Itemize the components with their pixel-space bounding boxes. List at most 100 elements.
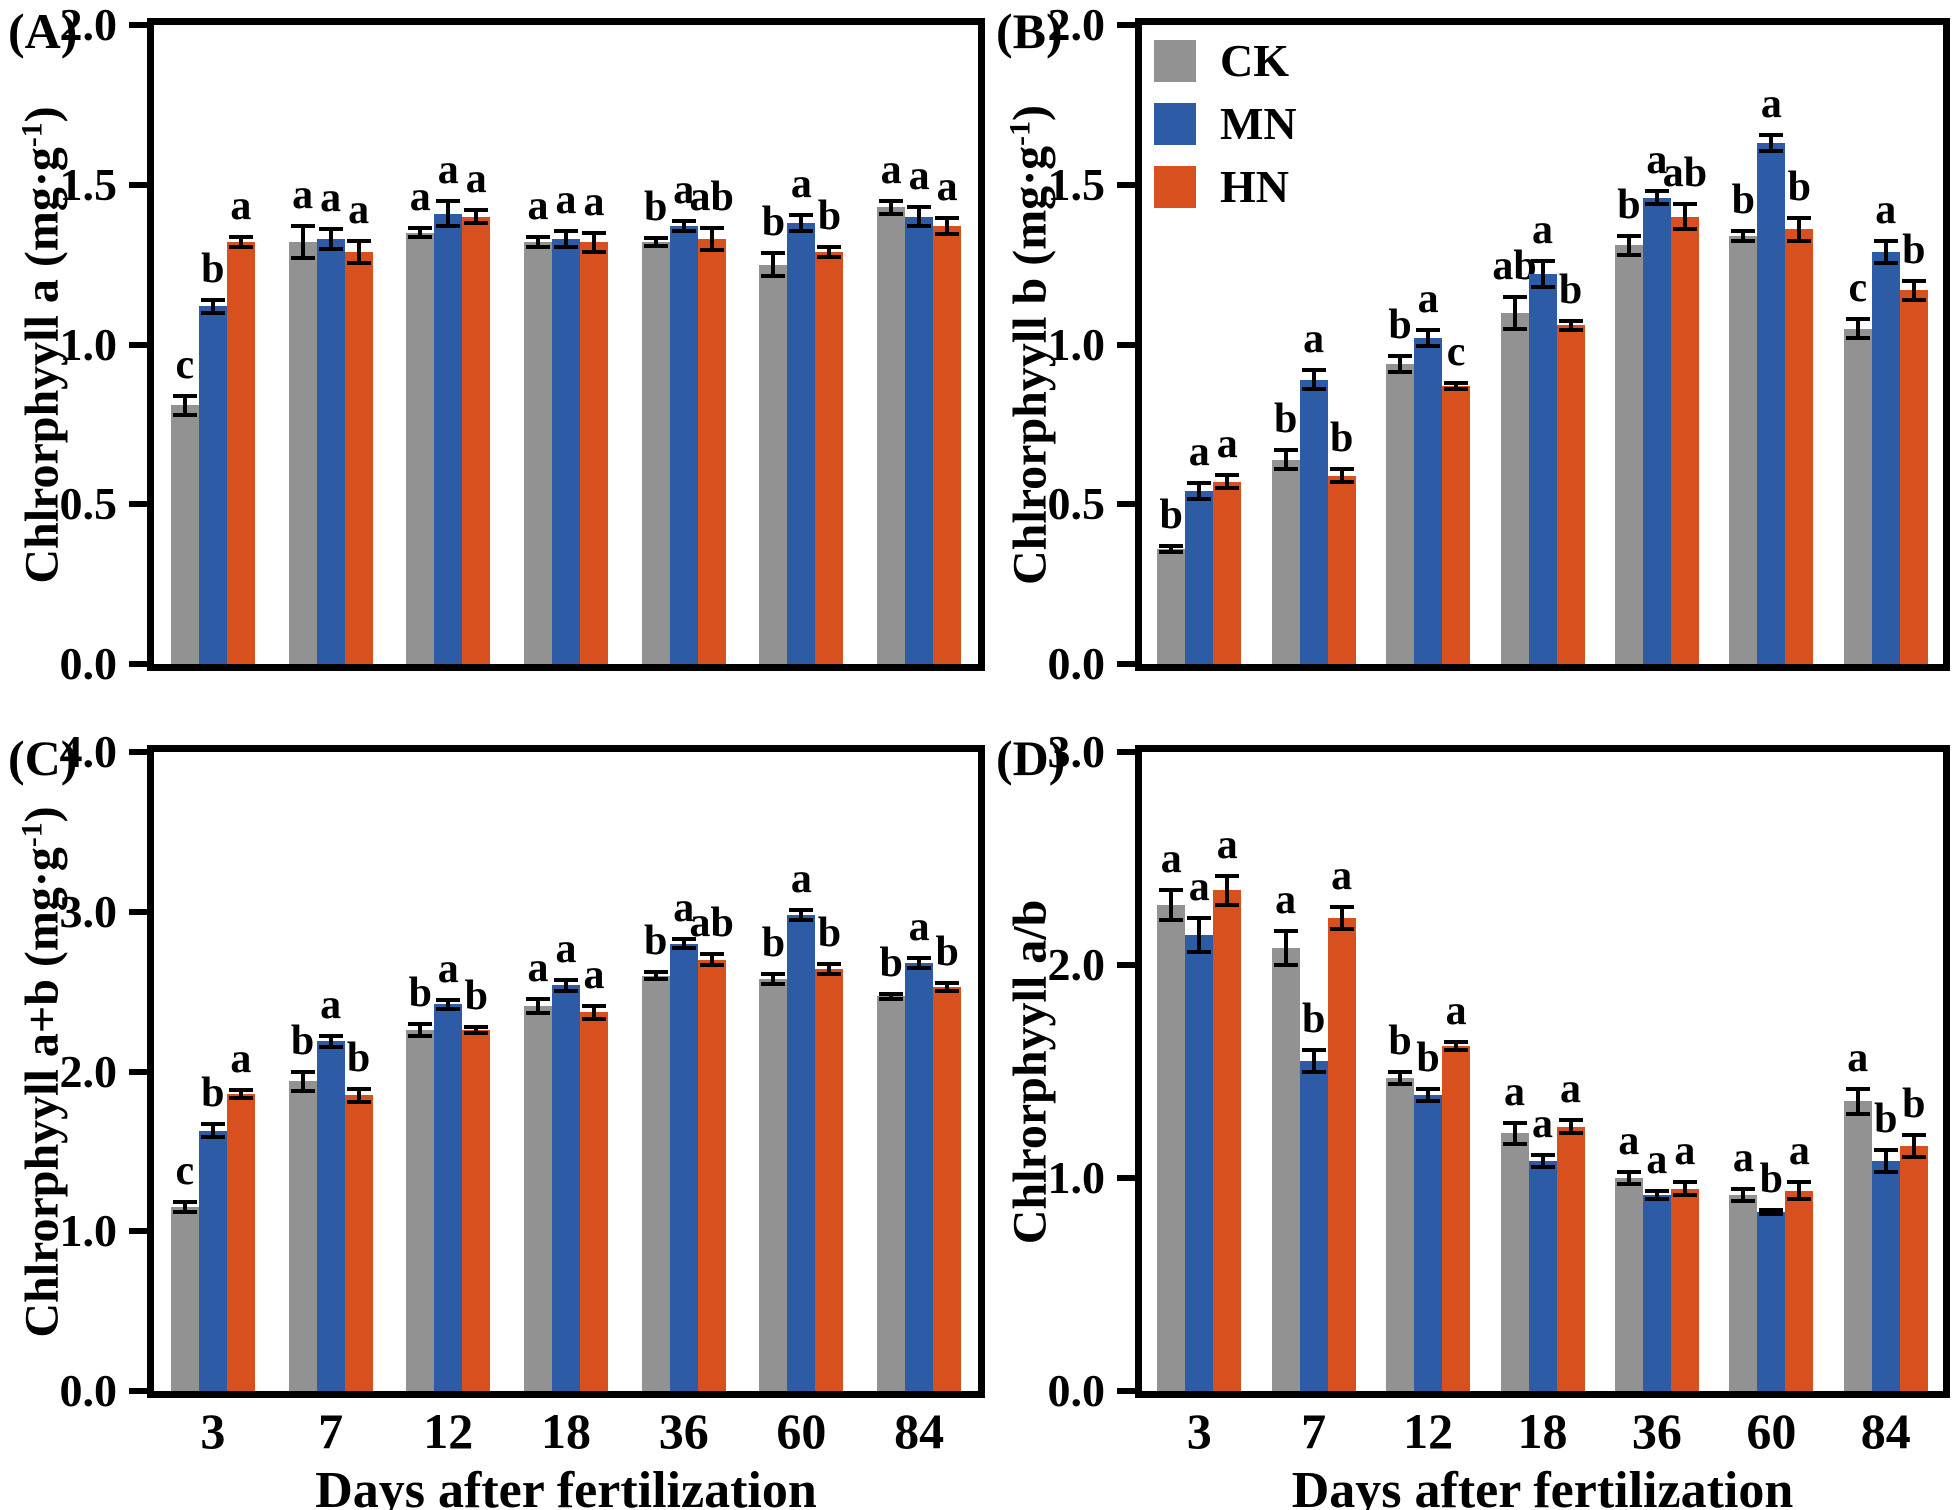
significance-letter: a [1188,864,1210,911]
x-axis-title: Days after fertilization [315,1462,817,1510]
bar-mn [669,226,698,664]
panel-label: (C) [8,730,78,786]
y-tick-label: 3.0 [59,885,118,937]
error-bar-cap-bottom [789,229,814,234]
error-bar-cap-top [761,251,786,256]
y-axis-title-suffix: ) [1003,104,1056,121]
error-bar-line [1398,355,1403,372]
error-bar-line [1512,296,1517,329]
significance-letter: b [817,910,842,957]
error-bar-cap-top [1672,1180,1697,1185]
error-bar-line [1911,1135,1916,1157]
error-bar-cap-top [1787,216,1812,221]
error-bar-line [709,227,714,251]
significance-letter: a [465,156,487,203]
bar-ck [1271,947,1300,1391]
plot-area: c a a a b b a b a a a a a a a a a a ab b a [147,18,985,671]
error-bar-cap-bottom [290,256,315,261]
y-tick-label: 0.5 [1047,478,1106,530]
error-bar-line [328,1035,333,1047]
significance-letter: b [1301,996,1326,1043]
legend-label: CK [1220,34,1289,86]
significance-letter: a [936,164,958,211]
significance-letter: c [1848,264,1868,311]
panel-label: (B) [996,3,1063,59]
significance-letter: a [790,856,812,903]
error-bar-line [917,207,922,227]
bar-mn [552,985,580,1391]
legend-swatch-ck [1154,39,1196,82]
error-bar-line [1568,320,1573,331]
error-bar-line [1454,1041,1459,1051]
y-tick-label: 1.0 [1047,1152,1106,1203]
bar-ck [1843,328,1872,664]
error-bar-cap-bottom [1159,918,1184,923]
error-bar-cap-bottom [1215,486,1240,491]
y-axis-title: Chlrorphyyll a (mg·g-1) [12,18,72,671]
error-bar-cap-top [1273,928,1298,933]
error-bar-line [1197,483,1202,500]
error-bar-cap-top [464,1024,489,1029]
error-bar-line [945,218,950,235]
error-bar-cap-top [1873,1148,1898,1153]
error-bar-cap-bottom [464,221,489,226]
error-bar-line [1283,930,1288,965]
significance-letter: a [790,161,812,208]
error-bar-cap-bottom [582,249,606,254]
error-bar-line [827,964,832,975]
error-bar-cap-top [643,970,668,975]
error-bar-cap-top [907,956,932,961]
error-bar-cap-bottom [907,224,932,229]
significance-letter: b [290,1017,315,1064]
error-bar-cap-top [1444,1039,1469,1044]
error-bar-cap-top [582,230,606,235]
y-axis-title-text: Chlrorphyyll a/b [1003,899,1056,1244]
error-bar-cap-top [1159,543,1184,548]
y-tick-mark [1117,341,1135,348]
x-tick-label: 3 [200,1403,226,1459]
bar-mn [1871,251,1900,664]
bar-mn [1871,1160,1900,1391]
significance-letter: a [1445,987,1467,1034]
error-bar-line [799,215,804,232]
bar-ck [1614,1178,1643,1391]
y-tick-mark [1117,962,1135,968]
error-bar-cap-bottom [879,211,904,216]
significance-letter: a [348,186,370,233]
x-tick-label: 3 [1186,1403,1212,1459]
significance-letter: b [1558,266,1583,313]
error-bar-line [1512,1122,1517,1144]
error-bar-cap-top [526,235,550,240]
bar-ck [288,1081,317,1391]
bar-mn [552,239,580,664]
error-bar-cap-bottom [1215,903,1240,908]
bar-ck [759,978,788,1391]
error-bar-cap-top [526,996,550,1001]
significance-letter: a [555,177,577,224]
significance-letter: b [1874,1096,1898,1143]
error-bar-cap-bottom [1901,1154,1926,1159]
error-bar-cap-bottom [1759,149,1784,154]
bar-hn [1899,1146,1928,1391]
error-bar-cap-bottom [1672,1193,1697,1198]
bar-ck [1157,548,1186,664]
bar-mn [905,216,934,664]
error-bar-cap-top [817,962,842,967]
significance-letter: a [583,178,605,225]
error-bar-cap-bottom [290,1088,315,1093]
significance-letter: b [1902,226,1926,273]
significance-letter: b [1273,395,1298,442]
y-tick-mark [1117,501,1135,508]
bar-ck [1729,1195,1758,1391]
significance-letter: a [1732,1134,1754,1181]
error-bar-line [945,982,950,991]
bar-mn [787,914,816,1391]
error-bar-line [1654,191,1659,204]
significance-letter: a [1331,853,1353,900]
legend-label: MN [1220,97,1297,149]
error-bar-cap-top [1301,368,1326,373]
error-bar-line [300,1071,305,1091]
y-tick-label: 2.0 [1047,939,1106,990]
error-bar-cap-bottom [1901,297,1926,302]
